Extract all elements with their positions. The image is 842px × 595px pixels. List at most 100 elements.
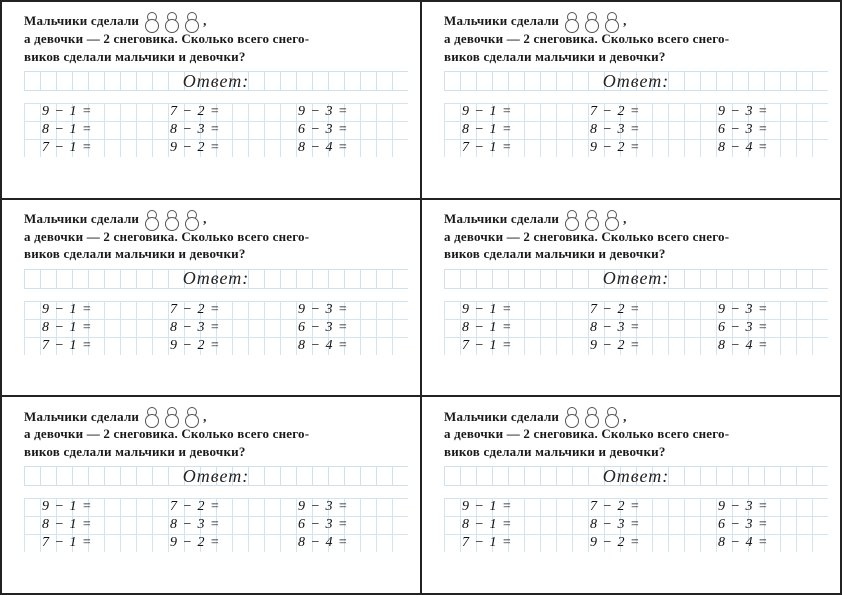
snowman-icon: [144, 210, 158, 228]
equation: 9 − 1 =: [24, 103, 152, 121]
answer-label: Ответ:: [603, 268, 670, 289]
problem-line1-prefix: Мальчики сделали: [24, 12, 139, 30]
snowman-icon: [144, 407, 158, 425]
equation: 7 − 1 =: [444, 139, 572, 157]
equation: 9 − 3 =: [700, 301, 828, 319]
equation: 7 − 2 =: [572, 498, 700, 516]
equation: 8 − 1 =: [24, 319, 152, 337]
answer-strip: Ответ:: [444, 71, 828, 91]
equation: 7 − 2 =: [572, 103, 700, 121]
problem-text: Мальчики сделали , а девочки — 2 снегови…: [444, 407, 828, 460]
equation: 8 − 1 =: [444, 516, 572, 534]
snowman-icon: [164, 407, 178, 425]
snowman-icon: [164, 12, 178, 30]
equation: 7 − 1 =: [24, 534, 152, 552]
worksheet-card: Мальчики сделали , а девочки — 2 снегови…: [1, 1, 421, 199]
snowman-icon: [164, 210, 178, 228]
equation: 8 − 1 =: [444, 121, 572, 139]
equation: 8 − 3 =: [572, 516, 700, 534]
answer-label: Ответ:: [183, 71, 250, 92]
problem-line3: виков сделали мальчики и девочки?: [24, 443, 408, 461]
worksheet-card: Мальчики сделали , а девочки — 2 снегови…: [1, 199, 421, 397]
answer-strip: Ответ:: [444, 269, 828, 289]
problem-line2: а девочки — 2 снеговика. Сколько всего с…: [24, 425, 408, 443]
answer-strip: Ответ:: [444, 466, 828, 486]
equation: 8 − 4 =: [280, 337, 408, 355]
problem-line1-suffix: ,: [203, 408, 206, 426]
worksheet-card: Мальчики сделали , а девочки — 2 снегови…: [1, 396, 421, 594]
snowman-icon: [604, 210, 618, 228]
answer-strip: Ответ:: [24, 466, 408, 486]
worksheet-card: Мальчики сделали , а девочки — 2 снегови…: [421, 1, 841, 199]
snowman-icon: [584, 407, 598, 425]
equation: 6 − 3 =: [700, 121, 828, 139]
problem-line1-suffix: ,: [623, 210, 626, 228]
equation: 8 − 3 =: [572, 319, 700, 337]
worksheet-page: Мальчики сделали , а девочки — 2 снегови…: [0, 0, 842, 595]
equation: 7 − 1 =: [24, 337, 152, 355]
equation: 6 − 3 =: [700, 319, 828, 337]
problem-text: Мальчики сделали , а девочки — 2 снегови…: [444, 12, 828, 65]
snowman-icon: [564, 210, 578, 228]
equation: 9 − 3 =: [280, 498, 408, 516]
equation: 9 − 1 =: [444, 498, 572, 516]
problem-line2: а девочки — 2 снеговика. Сколько всего с…: [444, 30, 828, 48]
answer-strip: Ответ:: [24, 71, 408, 91]
problem-line3: виков сделали мальчики и девочки?: [24, 245, 408, 263]
equation: 9 − 2 =: [572, 337, 700, 355]
equation: 9 − 2 =: [572, 534, 700, 552]
snowman-icon: [564, 407, 578, 425]
problem-line2: а девочки — 2 снеговика. Сколько всего с…: [24, 30, 408, 48]
equation: 8 − 1 =: [444, 319, 572, 337]
equation: 8 − 3 =: [152, 319, 280, 337]
equation: 9 − 3 =: [700, 103, 828, 121]
equation: 7 − 2 =: [572, 301, 700, 319]
problem-line3: виков сделали мальчики и девочки?: [24, 48, 408, 66]
problem-text: Мальчики сделали , а девочки — 2 снегови…: [444, 210, 828, 263]
equation: 8 − 3 =: [572, 121, 700, 139]
equation: 7 − 2 =: [152, 103, 280, 121]
snowman-icon: [584, 210, 598, 228]
problem-line1-prefix: Мальчики сделали: [444, 210, 559, 228]
answer-label: Ответ:: [603, 466, 670, 487]
equation: 9 − 3 =: [280, 103, 408, 121]
answer-strip: Ответ:: [24, 269, 408, 289]
problem-line2: а девочки — 2 снеговика. Сколько всего с…: [24, 228, 408, 246]
equation: 7 − 1 =: [24, 139, 152, 157]
equation: 9 − 2 =: [572, 139, 700, 157]
problem-text: Мальчики сделали , а девочки — 2 снегови…: [24, 210, 408, 263]
problem-line3: виков сделали мальчики и девочки?: [444, 443, 828, 461]
equation: 7 − 1 =: [444, 337, 572, 355]
problem-text: Мальчики сделали , а девочки — 2 снегови…: [24, 12, 408, 65]
equation: 6 − 3 =: [280, 319, 408, 337]
problem-line1-prefix: Мальчики сделали: [24, 210, 139, 228]
worksheet-card: Мальчики сделали , а девочки — 2 снегови…: [421, 396, 841, 594]
snowman-icon: [584, 12, 598, 30]
equations-block: 9 − 1 = 7 − 2 = 9 − 3 = 8 − 1 = 8 − 3 = …: [24, 103, 408, 157]
equations-block: 9 − 1 = 7 − 2 = 9 − 3 = 8 − 1 = 8 − 3 = …: [24, 301, 408, 355]
equation: 8 − 4 =: [700, 337, 828, 355]
snowman-icon: [604, 407, 618, 425]
equation: 9 − 2 =: [152, 337, 280, 355]
equation: 9 − 3 =: [280, 301, 408, 319]
equation: 8 − 4 =: [700, 139, 828, 157]
problem-line2: а девочки — 2 снеговика. Сколько всего с…: [444, 228, 828, 246]
equations-block: 9 − 1 = 7 − 2 = 9 − 3 = 8 − 1 = 8 − 3 = …: [444, 103, 828, 157]
problem-line2: а девочки — 2 снеговика. Сколько всего с…: [444, 425, 828, 443]
snowman-icon: [604, 12, 618, 30]
snowman-icon: [564, 12, 578, 30]
equation: 8 − 4 =: [700, 534, 828, 552]
equation: 7 − 2 =: [152, 301, 280, 319]
equation: 8 − 4 =: [280, 534, 408, 552]
equation: 6 − 3 =: [280, 121, 408, 139]
snowman-icon: [184, 210, 198, 228]
answer-label: Ответ:: [183, 268, 250, 289]
equation: 8 − 4 =: [280, 139, 408, 157]
equations-block: 9 − 1 = 7 − 2 = 9 − 3 = 8 − 1 = 8 − 3 = …: [444, 498, 828, 552]
equation: 8 − 1 =: [24, 516, 152, 534]
worksheet-card: Мальчики сделали , а девочки — 2 снегови…: [421, 199, 841, 397]
problem-line1-prefix: Мальчики сделали: [24, 408, 139, 426]
equation: 9 − 2 =: [152, 534, 280, 552]
equation: 9 − 2 =: [152, 139, 280, 157]
problem-text: Мальчики сделали , а девочки — 2 снегови…: [24, 407, 408, 460]
